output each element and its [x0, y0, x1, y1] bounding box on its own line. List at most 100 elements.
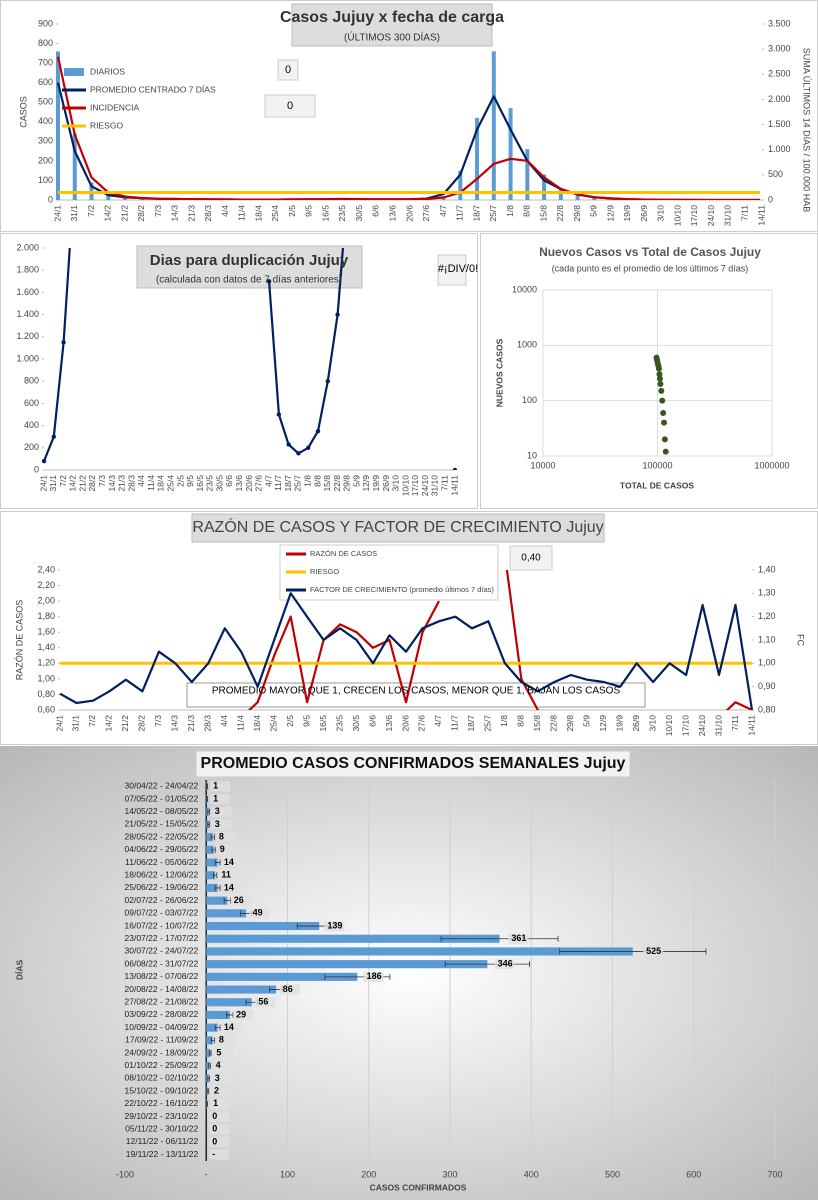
error-bar — [226, 1011, 234, 1018]
bar — [206, 934, 500, 943]
bar — [558, 188, 563, 200]
x-tick-label: 28/2 — [87, 475, 97, 492]
y-tick-label: 13/08/22 - 07/08/22 — [125, 971, 199, 981]
x-tick-label: 28/3 — [203, 715, 213, 732]
x-tick-label: 14/11 — [756, 205, 766, 226]
y2-tick-label: 1.500 — [768, 119, 791, 129]
legend-label: RIESGO — [90, 120, 123, 130]
error-bar — [213, 872, 218, 879]
y2-tick-label: 1,40 — [758, 564, 776, 574]
bar — [458, 170, 463, 200]
value-label: - — [212, 1149, 215, 1159]
y-tick-label: 08/10/22 - 02/10/22 — [125, 1073, 199, 1083]
x-tick-label: 400 — [524, 1169, 539, 1179]
x-tick-label: - — [205, 1169, 208, 1179]
y-tick-label: 18/06/22 - 12/06/22 — [125, 870, 199, 880]
x-tick-label: 4/4 — [219, 715, 229, 727]
x-tick-label: 31/10 — [723, 205, 733, 227]
x-tick-label: 19/9 — [371, 475, 381, 492]
annotation: 0 — [287, 100, 293, 112]
x-tick-label: 9/5 — [304, 205, 314, 217]
value-label: 26 — [234, 895, 244, 905]
x-tick-label: 9/5 — [185, 475, 195, 487]
x-tick-label: 1000000 — [754, 460, 789, 470]
x-tick-label: 27/6 — [421, 205, 431, 222]
x-tick-label: 25/4 — [165, 475, 175, 492]
x-tick-label: 27/6 — [254, 475, 264, 492]
error-bar — [208, 1062, 211, 1069]
x-tick-label: 28/3 — [126, 475, 136, 492]
x-tick-label: 19/9 — [614, 715, 624, 732]
y-tick-label: 1.800 — [16, 265, 39, 275]
value-label: 56 — [258, 997, 268, 1007]
annotation: PROMEDIO MAYOR QUE 1, CRECEN LOS CASOS, … — [212, 686, 621, 697]
x-tick-label: 13/6 — [387, 205, 397, 222]
x-tick-label: 23/5 — [205, 475, 215, 492]
title-box — [136, 245, 363, 289]
x-tick-label: 16/5 — [195, 475, 205, 492]
value-label: 5 — [216, 1047, 221, 1057]
chart-title: Casos Jujuy x fecha de carga — [280, 9, 504, 26]
y-tick-label: 30/04/22 - 24/04/22 — [125, 781, 199, 791]
value-label-box — [249, 908, 270, 919]
x-tick-label: 6/6 — [224, 475, 234, 487]
y-tick-label: 0 — [48, 194, 53, 204]
annotation-box — [277, 59, 299, 81]
panel — [0, 746, 818, 1200]
x-tick-label: 8/8 — [516, 715, 526, 727]
y-tick-label: 800 — [38, 38, 53, 48]
x-tick-label: 31/1 — [71, 715, 81, 732]
y-tick-label: 10000 — [512, 284, 537, 294]
x-tick-label: 26/9 — [381, 475, 391, 492]
x-tick-label: 30/5 — [351, 715, 361, 732]
x-tick-label: 11/4 — [235, 715, 245, 731]
bar — [206, 1061, 210, 1070]
y-tick-label: 16/07/22 - 10/07/22 — [125, 920, 199, 930]
bar — [123, 197, 128, 200]
x-tick-label: 13/6 — [234, 475, 244, 492]
bar — [206, 858, 218, 867]
x-tick-label: 100000 — [642, 460, 672, 470]
bar — [206, 1048, 211, 1058]
x-tick-label: 4/7 — [263, 475, 273, 487]
y-tick-label: 1.600 — [16, 287, 39, 297]
bar — [106, 194, 111, 200]
point — [657, 381, 664, 388]
y-tick-label: 27/08/22 - 21/08/22 — [125, 997, 199, 1007]
plot — [56, 51, 760, 200]
x-tick-label: 30/5 — [354, 205, 364, 222]
x-tick-label: 6/6 — [367, 715, 377, 727]
y2-tick-label: 0 — [768, 194, 773, 204]
x-tick-label: 1/8 — [505, 205, 515, 217]
x-tick-label: 29/8 — [342, 475, 352, 492]
y-tick-label: 1.000 — [16, 353, 39, 363]
x-tick-label: 6/6 — [371, 205, 381, 217]
x-tick-label: 13/6 — [384, 715, 394, 732]
point — [335, 312, 340, 317]
y2-tick-label: 1.000 — [768, 144, 791, 154]
x-tick-label: 16/5 — [320, 205, 330, 222]
y2-tick-label: 500 — [768, 169, 783, 179]
x-tick-label: 20/6 — [244, 475, 254, 492]
bar — [206, 896, 228, 905]
x-tick-label: 21/3 — [186, 205, 196, 222]
x-tick-label: 11/4 — [237, 205, 247, 221]
value-label-box — [211, 806, 232, 817]
y2-tick-label: 2.500 — [768, 69, 791, 79]
value-label: 0 — [212, 1111, 217, 1121]
value-label-box — [209, 1124, 230, 1135]
chart-title: PROMEDIO CASOS CONFIRMADOS SEMANALES Juj… — [201, 755, 626, 772]
bar — [475, 117, 480, 200]
y-tick-label: 29/10/22 - 23/10/22 — [125, 1111, 199, 1121]
value-label-box — [210, 1098, 231, 1109]
value-label: 14 — [224, 882, 234, 892]
y-tick-label: 14/05/22 - 08/05/22 — [125, 806, 199, 816]
y-tick-label: 25/06/22 - 19/06/22 — [125, 882, 199, 892]
x-tick-label: 21/3 — [117, 475, 127, 492]
x-tick-label: 24/10 — [706, 205, 716, 227]
point — [51, 434, 56, 439]
value-label: 8 — [219, 832, 224, 842]
error-bar — [223, 897, 232, 904]
y-tick-label: 1,60 — [37, 627, 55, 637]
y-tick-label: 100 — [38, 175, 53, 185]
